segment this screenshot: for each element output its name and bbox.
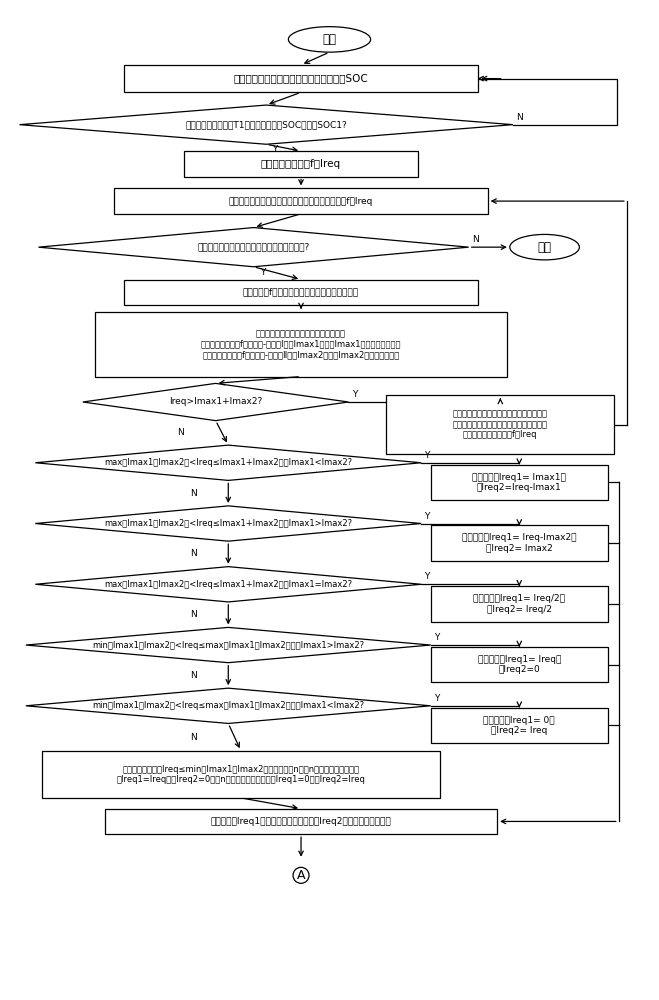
Text: Y: Y	[352, 390, 357, 399]
Text: max（Imax1，Imax2）<Ireq≤Imax1+Imax2，且Imax1>Imax2?: max（Imax1，Imax2）<Ireq≤Imax1+Imax2，且Imax1…	[104, 519, 353, 528]
Bar	[124, 65, 478, 92]
Text: 第一、第二电机系统进入脉冲加热模式；
第一电机系统根据f查询频率-电流表Ⅰ得到Imax1，并将Imax1反馈给控制系统；
第二电机系统根据f查询频率-电流表Ⅱ得: 第一、第二电机系统进入脉冲加热模式； 第一电机系统根据f查询频率-电流表Ⅰ得到I…	[201, 329, 401, 359]
Bar	[184, 151, 418, 177]
Polygon shape	[36, 445, 421, 480]
Ellipse shape	[510, 234, 579, 260]
Text: 电池管理系统实时监测动力电池的温度和SOC: 电池管理系统实时监测动力电池的温度和SOC	[234, 74, 368, 84]
Bar	[386, 395, 614, 454]
Bar	[431, 525, 608, 561]
Bar	[431, 465, 608, 500]
Text: 控制系统使Ireq1= Ireq，
使Ireq2=0: 控制系统使Ireq1= Ireq， 使Ireq2=0	[478, 655, 561, 674]
Polygon shape	[83, 383, 349, 421]
Text: Y: Y	[424, 451, 430, 460]
Ellipse shape	[289, 27, 370, 52]
Text: min（Imax1，Imax2）<Ireq≤max（Imax1，Imax2），且Imax1<Imax2?: min（Imax1，Imax2）<Ireq≤max（Imax1，Imax2），且…	[92, 701, 364, 710]
Polygon shape	[26, 688, 431, 723]
Text: N: N	[190, 671, 196, 680]
Polygon shape	[36, 506, 421, 541]
Text: N: N	[190, 549, 196, 558]
Text: 电池管理系统确定f和Ireq: 电池管理系统确定f和Ireq	[261, 159, 341, 169]
Text: 控制系统向电池管理系统发出电流超出幅值
错误提示，电池管理系统收到电流超出幅值
错误提示后，重新确定f和Ireq: 控制系统向电池管理系统发出电流超出幅值 错误提示，电池管理系统收到电流超出幅值 …	[453, 410, 548, 439]
Bar	[115, 188, 488, 214]
Text: 控制系统使Ireq1= Ireq-Imax2，
使Ireq2= Imax2: 控制系统使Ireq1= Ireq-Imax2， 使Ireq2= Imax2	[462, 533, 577, 553]
Bar	[124, 279, 478, 305]
Text: Ireq>Imax1+Imax2?: Ireq>Imax1+Imax2?	[169, 397, 262, 406]
Polygon shape	[20, 105, 513, 144]
Text: 电池管理系统向控制系统发送脉冲加热开启请求、f和Ireq: 电池管理系统向控制系统发送脉冲加热开启请求、f和Ireq	[229, 197, 373, 206]
Text: A: A	[297, 869, 305, 882]
Text: max（Imax1，Imax2）<Ireq≤Imax1+Imax2，且Imax1<Imax2?: max（Imax1，Imax2）<Ireq≤Imax1+Imax2，且Imax1…	[104, 458, 353, 467]
Polygon shape	[38, 228, 469, 267]
Text: 动力电池的温度小于T1，且动力电池的SOC值大于SOC1?: 动力电池的温度小于T1，且动力电池的SOC值大于SOC1?	[185, 120, 347, 129]
Text: 控制系统使Ireq1= Imax1，
使Ireq2=Ireq-Imax1: 控制系统使Ireq1= Imax1， 使Ireq2=Ireq-Imax1	[473, 473, 566, 492]
Text: N: N	[177, 428, 184, 437]
Text: N: N	[190, 489, 196, 498]
Text: 控制系统将Ireq1发送给第一电机系统，将Ireq2发送给第二电机系统: 控制系统将Ireq1发送给第一电机系统，将Ireq2发送给第二电机系统	[211, 817, 391, 826]
Text: N: N	[190, 733, 196, 742]
Polygon shape	[26, 627, 431, 663]
Text: N: N	[190, 610, 196, 619]
Polygon shape	[36, 567, 421, 602]
Bar	[96, 312, 507, 377]
Bar	[105, 809, 497, 834]
Text: Y: Y	[424, 512, 430, 521]
Text: 控制系统使Ireq1= Ireq/2，
使Ireq2= Ireq/2: 控制系统使Ireq1= Ireq/2， 使Ireq2= Ireq/2	[473, 594, 565, 614]
Text: Y: Y	[434, 694, 440, 703]
Text: N: N	[472, 235, 478, 244]
Text: 控制系统记录满足Ireq≤min（Imax1，Imax2）的累计次数n；当n为奇数时，控制系统
使Ireq1=Ireq，使Ireq2=0；当n为偶数时，控制系统: 控制系统记录满足Ireq≤min（Imax1，Imax2）的累计次数n；当n为奇…	[117, 765, 365, 784]
Text: Y: Y	[273, 145, 278, 154]
Bar	[42, 751, 440, 798]
Bar	[431, 708, 608, 743]
Bar	[431, 586, 608, 622]
Text: 开始: 开始	[322, 33, 337, 46]
Text: Y: Y	[434, 633, 440, 642]
Text: N: N	[516, 113, 523, 122]
Text: 车辆处于高压驻车状态且不存在脉冲加热故障?: 车辆处于高压驻车状态且不存在脉冲加热故障?	[198, 243, 310, 252]
Text: max（Imax1，Imax2）<Ireq≤Imax1+Imax2，且Imax1=Imax2?: max（Imax1，Imax2）<Ireq≤Imax1+Imax2，且Imax1…	[104, 580, 353, 589]
Text: Y: Y	[424, 572, 430, 581]
Text: 结束: 结束	[538, 241, 552, 254]
Bar	[431, 647, 608, 682]
Text: min（Imax1，Imax2）<Ireq≤max（Imax1，Imax2），且Imax1>Imax2?: min（Imax1，Imax2）<Ireq≤max（Imax1，Imax2），且…	[92, 641, 364, 650]
Text: Y: Y	[260, 268, 266, 277]
Text: 控制系统使Ireq1= 0，
使Ireq2= Ireq: 控制系统使Ireq1= 0， 使Ireq2= Ireq	[484, 716, 555, 735]
Text: 控制系统将f发送给第一电机系统和第二电机系统: 控制系统将f发送给第一电机系统和第二电机系统	[243, 288, 359, 297]
